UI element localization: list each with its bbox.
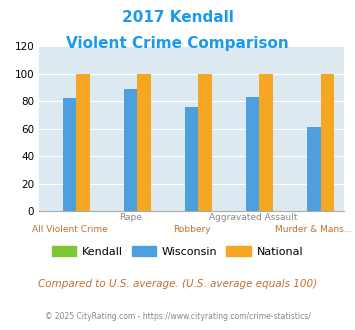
Bar [246, 97, 260, 211]
Bar [76, 74, 90, 211]
Legend: Kendall, Wisconsin, National: Kendall, Wisconsin, National [48, 242, 307, 261]
Text: Robbery: Robbery [173, 225, 211, 234]
Text: © 2025 CityRating.com - https://www.cityrating.com/crime-statistics/: © 2025 CityRating.com - https://www.city… [45, 312, 310, 321]
Bar [321, 74, 334, 211]
Bar [198, 74, 212, 211]
Text: Murder & Mans...: Murder & Mans... [275, 225, 353, 234]
Bar [260, 74, 273, 211]
Text: Aggravated Assault: Aggravated Assault [208, 213, 297, 222]
Text: Compared to U.S. average. (U.S. average equals 100): Compared to U.S. average. (U.S. average … [38, 279, 317, 289]
Bar [63, 98, 76, 211]
Text: All Violent Crime: All Violent Crime [32, 225, 108, 234]
Bar [307, 127, 321, 211]
Text: 2017 Kendall: 2017 Kendall [121, 10, 234, 25]
Bar [185, 107, 198, 211]
Text: Violent Crime Comparison: Violent Crime Comparison [66, 36, 289, 51]
Bar [124, 89, 137, 211]
Text: Rape: Rape [119, 213, 142, 222]
Bar [137, 74, 151, 211]
